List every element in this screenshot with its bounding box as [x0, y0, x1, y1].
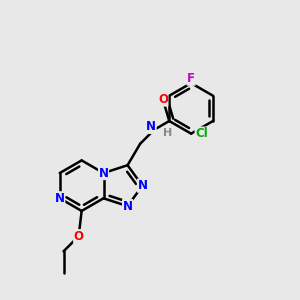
Text: N: N: [55, 192, 65, 205]
Text: F: F: [187, 72, 195, 85]
Text: N: N: [98, 167, 109, 179]
Text: H: H: [163, 128, 172, 138]
Text: O: O: [158, 93, 168, 106]
Text: N: N: [123, 200, 133, 213]
Text: N: N: [146, 120, 156, 134]
Text: N: N: [137, 179, 147, 192]
Text: Cl: Cl: [195, 127, 208, 140]
Text: O: O: [74, 230, 84, 243]
